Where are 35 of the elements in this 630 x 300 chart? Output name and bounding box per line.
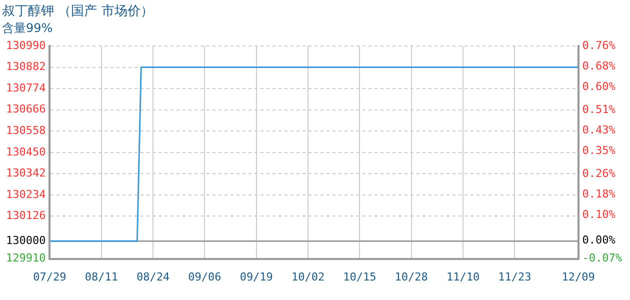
y-tick-label: 129910 bbox=[6, 252, 46, 265]
y-tick-label: 130882 bbox=[6, 60, 46, 74]
y2-tick-label: 0.76% bbox=[582, 38, 616, 52]
y2-tick-label: 0.68% bbox=[582, 59, 616, 72]
y-tick-label: 130558 bbox=[6, 124, 46, 137]
y-tick-label: 130126 bbox=[6, 209, 46, 222]
y-tick-label: 130990 bbox=[6, 38, 46, 52]
x-tick-label: 10/28 bbox=[394, 270, 428, 284]
y-tick-label: 130666 bbox=[6, 102, 46, 116]
x-tick-label: 07/29 bbox=[33, 270, 66, 284]
chart-subtitle: 含量99% bbox=[2, 20, 53, 35]
y2-tick-label: 0.51% bbox=[582, 102, 616, 116]
y-tick-label: 130450 bbox=[6, 145, 46, 158]
x-tick-label: 10/15 bbox=[343, 270, 376, 284]
y2-tick-label: 0.60% bbox=[582, 80, 616, 93]
y2-tick-label: 0.43% bbox=[582, 123, 616, 136]
y2-tick-label: 0.18% bbox=[582, 188, 616, 201]
x-tick-label: 11/10 bbox=[446, 270, 480, 284]
x-tick-label: 12/09 bbox=[562, 270, 595, 284]
x-tick-label: 09/06 bbox=[188, 270, 222, 284]
y-tick-label: 130774 bbox=[6, 81, 46, 94]
x-tick-label: 08/24 bbox=[136, 270, 170, 284]
y-tick-label: 130000 bbox=[6, 234, 46, 247]
x-tick-label: 09/19 bbox=[240, 270, 273, 284]
y-tick-label: 130342 bbox=[6, 166, 46, 180]
x-tick-label: 10/02 bbox=[291, 270, 325, 284]
y2-tick-label: 0.10% bbox=[582, 208, 616, 222]
x-tick-label: 11/23 bbox=[498, 270, 532, 284]
y2-tick-label: 0.00% bbox=[582, 234, 616, 247]
x-tick-label: 08/11 bbox=[84, 270, 118, 284]
y-tick-label: 130234 bbox=[6, 188, 46, 201]
y2-tick-label: 0.26% bbox=[582, 167, 616, 180]
y2-tick-label: -0.07% bbox=[582, 252, 622, 265]
chart-title: 叔丁醇钾 （国产 市场价） bbox=[2, 4, 154, 20]
y2-tick-label: 0.35% bbox=[582, 144, 616, 157]
